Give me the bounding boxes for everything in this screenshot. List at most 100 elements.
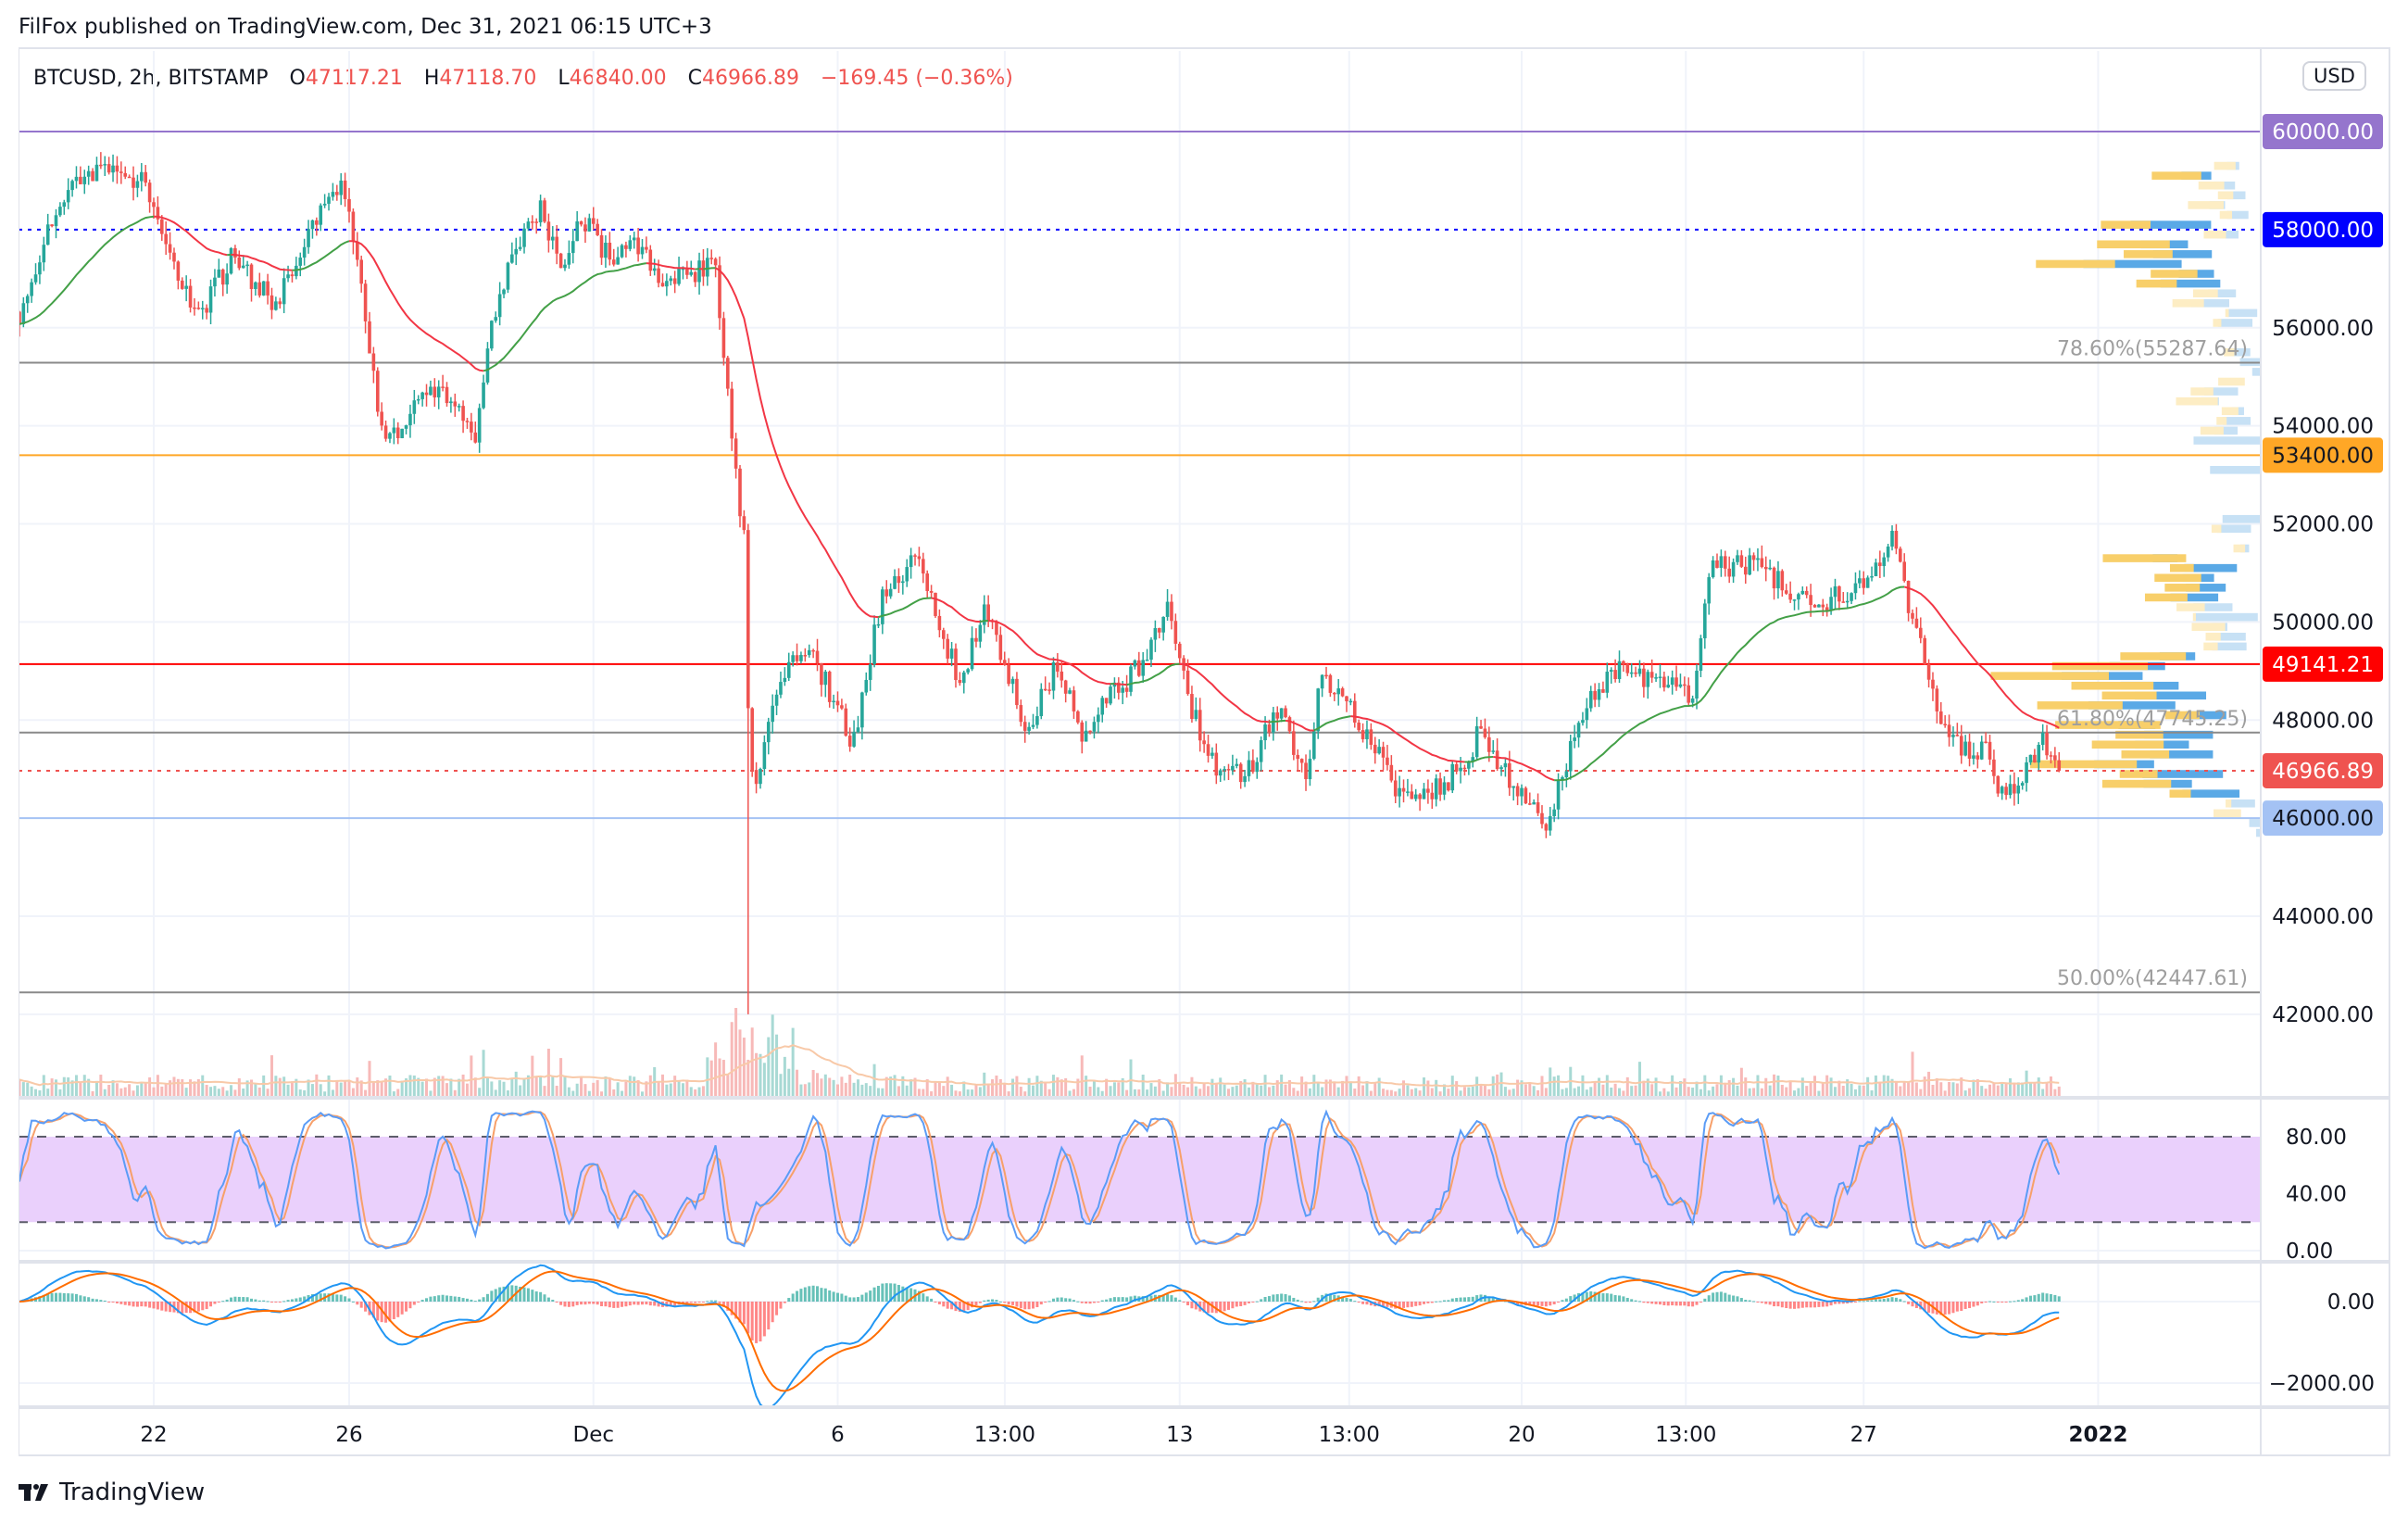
volume-bar bbox=[922, 1089, 925, 1096]
macd-histogram-bar bbox=[1442, 1300, 1446, 1302]
candle-body bbox=[587, 218, 592, 232]
macd-histogram-bar bbox=[583, 1302, 587, 1305]
candle-body bbox=[1573, 737, 1576, 741]
price-levels[interactable]: 78.60%(55287.64)61.80%(47745.25)50.00%(4… bbox=[19, 131, 2261, 994]
candle-body bbox=[742, 516, 746, 531]
macd-histogram-bar bbox=[1785, 1302, 1788, 1308]
candle-body bbox=[1707, 577, 1712, 604]
candle-body bbox=[1145, 660, 1149, 661]
stoch-band bbox=[19, 1136, 2261, 1224]
candle-body bbox=[172, 252, 176, 262]
macd-histogram-bar bbox=[115, 1302, 119, 1303]
tradingview-logo[interactable]: TradingView bbox=[19, 1479, 205, 1506]
candle-body bbox=[2000, 787, 2004, 794]
volume-bar bbox=[1039, 1080, 1043, 1096]
macd-histogram-bar bbox=[706, 1301, 709, 1303]
candle-body bbox=[1243, 775, 1247, 783]
symbol-label[interactable]: BTCUSD, 2h, BITSTAMP bbox=[33, 67, 269, 90]
candle-body bbox=[1760, 558, 1764, 567]
candle-body bbox=[1430, 792, 1435, 799]
candle-body bbox=[229, 247, 233, 274]
macd-histogram-bar bbox=[420, 1300, 424, 1302]
candle-body bbox=[567, 253, 571, 265]
macd-histogram-bar bbox=[816, 1286, 820, 1302]
volume-profile-down bbox=[2251, 368, 2261, 376]
moving-average-line bbox=[1903, 585, 2060, 729]
volume-bar bbox=[67, 1077, 70, 1096]
macd-histogram-bar bbox=[295, 1298, 298, 1302]
macd-histogram-bar bbox=[1788, 1302, 1792, 1309]
candle-body bbox=[1051, 661, 1056, 691]
candle-body bbox=[1943, 724, 1947, 725]
volume-bar bbox=[681, 1083, 684, 1096]
volume-bar bbox=[762, 1063, 766, 1096]
macd-histogram-bar bbox=[1768, 1302, 1772, 1305]
macd-histogram-bar bbox=[762, 1302, 766, 1337]
volume-bar bbox=[99, 1075, 103, 1096]
volume-bar bbox=[832, 1079, 835, 1096]
macd-histogram-bar bbox=[685, 1302, 689, 1303]
volume-bar bbox=[519, 1085, 522, 1096]
candle-body bbox=[1544, 824, 1549, 831]
volume-bar bbox=[954, 1090, 958, 1096]
volume-profile-down bbox=[2208, 289, 2237, 297]
macd-histogram-bar bbox=[429, 1296, 433, 1302]
volume-bar bbox=[1666, 1091, 1670, 1096]
price-level-label: 53400.00 bbox=[2272, 444, 2374, 468]
volume-bar bbox=[583, 1084, 587, 1096]
volume-profile-down bbox=[2229, 347, 2251, 357]
macd-histogram-bar bbox=[1423, 1302, 1425, 1304]
volume-bar bbox=[1768, 1085, 1772, 1096]
currency-button[interactable]: USD bbox=[2302, 61, 2366, 91]
candle-body bbox=[1214, 752, 1219, 776]
candle-body bbox=[1161, 616, 1165, 633]
volume-bar bbox=[193, 1081, 196, 1096]
macd-histogram-bar bbox=[1846, 1302, 1850, 1303]
volume-profile-down bbox=[2170, 593, 2219, 602]
macd-histogram-bar bbox=[209, 1302, 213, 1307]
macd-histogram-bar bbox=[1687, 1302, 1690, 1307]
volume-bar bbox=[2049, 1076, 2052, 1096]
macd-histogram-bar bbox=[657, 1302, 660, 1307]
macd-histogram-bar bbox=[262, 1300, 266, 1302]
macd-histogram-bar bbox=[1047, 1301, 1051, 1303]
volume-bar bbox=[368, 1061, 371, 1096]
volume-bar bbox=[290, 1081, 294, 1096]
volume-bar bbox=[327, 1075, 331, 1096]
candle-body bbox=[1060, 671, 1064, 681]
volume-bar bbox=[2021, 1082, 2025, 1096]
candle-body bbox=[147, 183, 152, 203]
macd-histogram-bar bbox=[278, 1302, 282, 1303]
volume-bar bbox=[726, 1074, 730, 1096]
macd-histogram-bar bbox=[534, 1291, 538, 1302]
macd-histogram-bar bbox=[767, 1302, 771, 1330]
volume-profile-up bbox=[2200, 426, 2224, 435]
volume-bar bbox=[1972, 1079, 1975, 1096]
macd-histogram-bar bbox=[1272, 1294, 1275, 1302]
volume-bar bbox=[783, 1056, 786, 1096]
candle-body bbox=[45, 224, 50, 245]
candle-body bbox=[375, 371, 380, 412]
macd-histogram-bar bbox=[922, 1293, 925, 1302]
volume-profile-up bbox=[2176, 396, 2218, 406]
candle-body bbox=[579, 220, 583, 225]
macd-histogram-bar bbox=[128, 1302, 132, 1306]
macd-histogram-bar bbox=[1968, 1302, 1972, 1309]
candle-body bbox=[1593, 690, 1597, 700]
macd-histogram-bar bbox=[217, 1302, 220, 1303]
candle-body bbox=[74, 176, 79, 182]
candle-body bbox=[1797, 594, 1800, 600]
volume-bar bbox=[852, 1082, 856, 1096]
volume-bar bbox=[458, 1078, 461, 1096]
candle-body bbox=[1719, 556, 1724, 568]
candle-body bbox=[660, 283, 665, 287]
volume-bar bbox=[1166, 1082, 1170, 1096]
macd-histogram-bar bbox=[1948, 1302, 1951, 1315]
macd-histogram-bar bbox=[1333, 1294, 1336, 1302]
volume-profile-down bbox=[2152, 250, 2213, 258]
volume-bar bbox=[119, 1088, 123, 1096]
volume-bar bbox=[1581, 1075, 1585, 1096]
candle-body bbox=[132, 177, 135, 188]
volume-bar bbox=[351, 1088, 355, 1096]
